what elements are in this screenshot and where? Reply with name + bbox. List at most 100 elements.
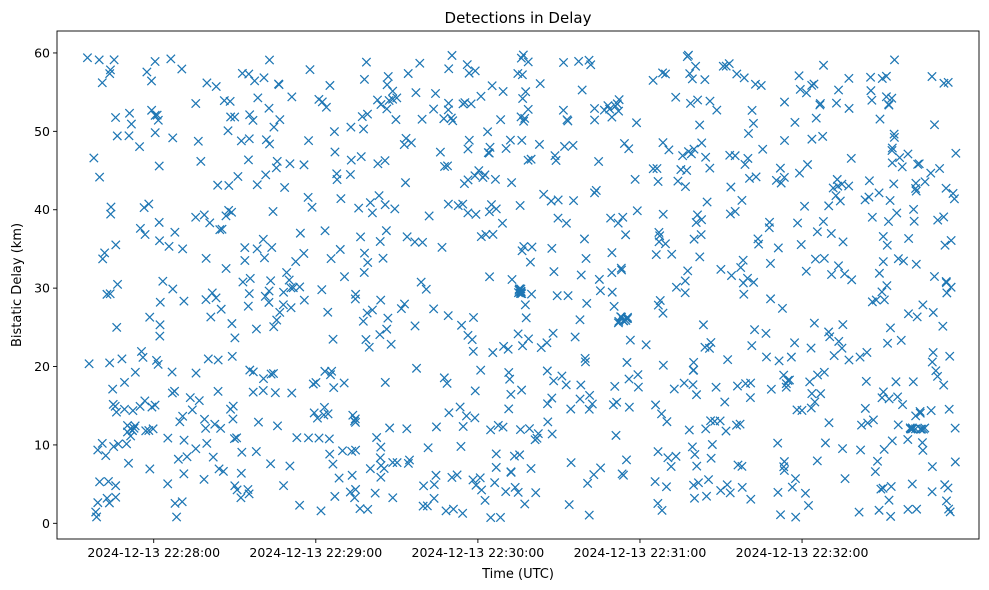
data-point [650,476,660,487]
data-point [319,410,329,420]
data-point [838,237,848,247]
data-point [507,274,517,285]
data-point [806,403,816,413]
data-point [844,181,854,191]
data-point [268,206,278,217]
data-point [907,424,918,434]
data-point [164,241,174,252]
data-point [272,315,282,325]
data-point [326,253,336,264]
data-point [599,105,610,115]
data-point [765,258,776,269]
data-point [457,508,468,518]
data-point [295,282,305,292]
data-point [139,202,149,213]
data-point [243,155,254,165]
x-tick-label: 2024-12-13 22:30:00 [412,545,545,560]
data-point [748,118,759,129]
data-point [376,460,386,471]
data-point [191,368,201,378]
data-point [240,255,250,266]
data-point [874,188,884,198]
data-point [259,73,269,83]
data-point [299,248,309,259]
data-point [303,433,314,443]
data-point [455,402,465,412]
data-point [248,115,258,125]
data-point [812,227,823,237]
x-tick-label: 2024-12-13 22:29:00 [249,545,382,560]
data-point [388,493,398,503]
data-point [691,217,701,228]
data-point [258,385,268,396]
data-point [747,340,757,351]
data-point [874,268,885,278]
data-point [124,131,134,141]
data-point [517,246,527,256]
data-point [712,105,722,115]
data-point [275,114,285,125]
data-point [927,461,938,472]
data-point [559,141,570,152]
data-point [796,239,806,250]
data-point [603,101,613,111]
data-point [252,180,262,190]
data-point [229,433,240,444]
data-point [518,93,528,104]
data-point [264,297,274,308]
data-point [855,352,865,362]
data-point [171,512,182,522]
data-point [391,114,401,125]
data-point [119,377,130,387]
data-point [515,425,526,435]
data-point [618,470,629,480]
data-point [803,500,814,511]
data-point [456,441,466,452]
data-point [470,386,480,396]
data-point [230,481,240,491]
data-point [324,434,334,444]
data-point [589,115,600,125]
data-point [889,55,900,65]
data-point [810,397,820,407]
data-point [673,176,683,186]
data-point [831,98,842,108]
data-point [911,178,921,188]
data-point [261,135,272,145]
data-point [515,288,526,299]
data-point [435,147,446,157]
data-point [815,389,826,399]
data-point [926,168,936,178]
data-point [764,217,775,227]
data-point [154,161,164,171]
data-point [527,242,537,252]
data-point [142,67,152,77]
data-point [771,175,782,186]
data-point [561,380,571,390]
data-point [359,74,370,85]
data-point [155,297,165,307]
chart-title: Detections in Delay [445,9,592,27]
data-point [563,290,573,301]
data-point [384,95,394,106]
data-point [286,303,296,313]
data-point [443,98,454,108]
data-point [330,147,340,157]
data-point [549,267,559,277]
data-point [812,370,823,380]
data-point [267,242,277,253]
data-point [564,499,574,510]
data-point [650,400,661,410]
data-point [145,312,155,322]
data-point [688,357,699,368]
data-point [680,288,690,298]
data-point [521,313,531,323]
data-point [271,163,281,173]
data-point [428,104,439,114]
data-point [738,255,748,265]
data-point [918,300,928,310]
data-point [109,55,119,65]
data-point [150,56,160,67]
data-point [833,261,844,271]
data-point [214,464,224,474]
